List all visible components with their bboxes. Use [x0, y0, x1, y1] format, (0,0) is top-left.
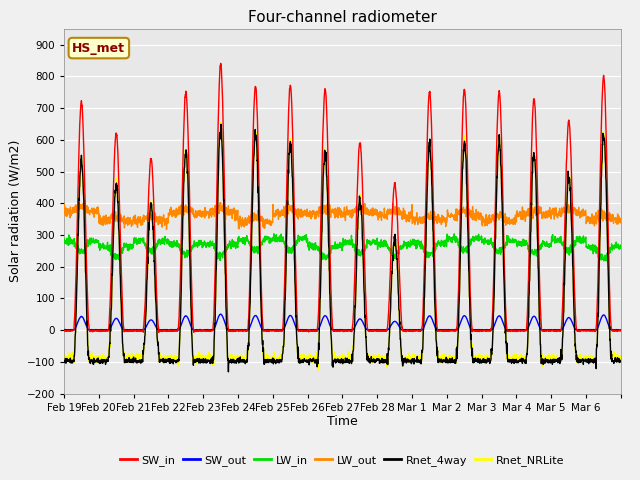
LW_out [163, 227, 170, 232]
SW_in [511, 328, 518, 334]
Rnet_4way [609, 358, 617, 363]
Line: LW_in: LW_in [64, 234, 621, 261]
Rnet_4way [511, 360, 518, 366]
SW_in [116, 204, 124, 210]
SW_in [236, 328, 244, 334]
SW_out [60, 327, 68, 333]
Rnet_NRLite [116, 252, 124, 258]
Rnet_NRLite [511, 352, 518, 358]
Y-axis label: Solar radiation (W/m2): Solar radiation (W/m2) [8, 140, 21, 282]
Line: SW_out: SW_out [64, 314, 621, 330]
SW_out [376, 327, 384, 333]
Rnet_NRLite [376, 357, 384, 362]
Rnet_4way [236, 354, 244, 360]
SW_in [376, 328, 384, 334]
LW_in [510, 239, 518, 245]
SW_in [60, 328, 68, 334]
SW_in [617, 327, 625, 333]
Rnet_4way [542, 359, 550, 364]
Rnet_NRLite [217, 120, 225, 125]
Text: HS_met: HS_met [72, 42, 125, 55]
Rnet_NRLite [609, 355, 617, 361]
Rnet_NRLite [60, 356, 68, 362]
Line: Rnet_NRLite: Rnet_NRLite [64, 122, 621, 371]
SW_out [609, 327, 617, 333]
Rnet_4way [60, 358, 68, 364]
Line: SW_in: SW_in [64, 63, 621, 332]
LW_out [116, 217, 124, 223]
Rnet_4way [376, 360, 384, 366]
LW_out [81, 198, 88, 204]
Rnet_NRLite [542, 355, 550, 361]
SW_out [70, 327, 77, 333]
LW_in [376, 240, 384, 245]
SW_in [217, 60, 225, 66]
SW_in [155, 329, 163, 335]
SW_out [217, 311, 225, 317]
Rnet_4way [217, 121, 225, 127]
Line: Rnet_4way: Rnet_4way [64, 124, 621, 372]
LW_in [116, 251, 124, 256]
Legend: SW_in, SW_out, LW_in, LW_out, Rnet_4way, Rnet_NRLite: SW_in, SW_out, LW_in, LW_out, Rnet_4way,… [116, 450, 569, 470]
Rnet_NRLite [617, 356, 625, 362]
Line: LW_out: LW_out [64, 201, 621, 229]
SW_out [617, 327, 625, 333]
LW_out [609, 216, 617, 222]
LW_out [511, 217, 518, 223]
LW_in [236, 237, 244, 242]
LW_in [602, 258, 610, 264]
Title: Four-channel radiometer: Four-channel radiometer [248, 10, 437, 25]
LW_out [376, 212, 384, 217]
LW_in [617, 245, 625, 251]
X-axis label: Time: Time [327, 415, 358, 429]
Rnet_NRLite [236, 357, 244, 363]
LW_out [60, 208, 68, 214]
Rnet_4way [225, 369, 232, 375]
SW_out [542, 327, 550, 333]
LW_out [236, 221, 244, 227]
LW_out [542, 209, 550, 215]
Rnet_4way [617, 358, 625, 363]
SW_in [609, 328, 617, 334]
SW_out [511, 327, 518, 333]
Rnet_NRLite [225, 368, 232, 374]
LW_in [609, 243, 617, 249]
LW_in [542, 243, 550, 249]
Rnet_4way [116, 252, 124, 257]
LW_in [270, 231, 278, 237]
SW_out [116, 321, 124, 326]
SW_in [542, 328, 550, 334]
LW_out [617, 216, 625, 222]
LW_in [60, 238, 68, 243]
SW_out [236, 327, 244, 333]
